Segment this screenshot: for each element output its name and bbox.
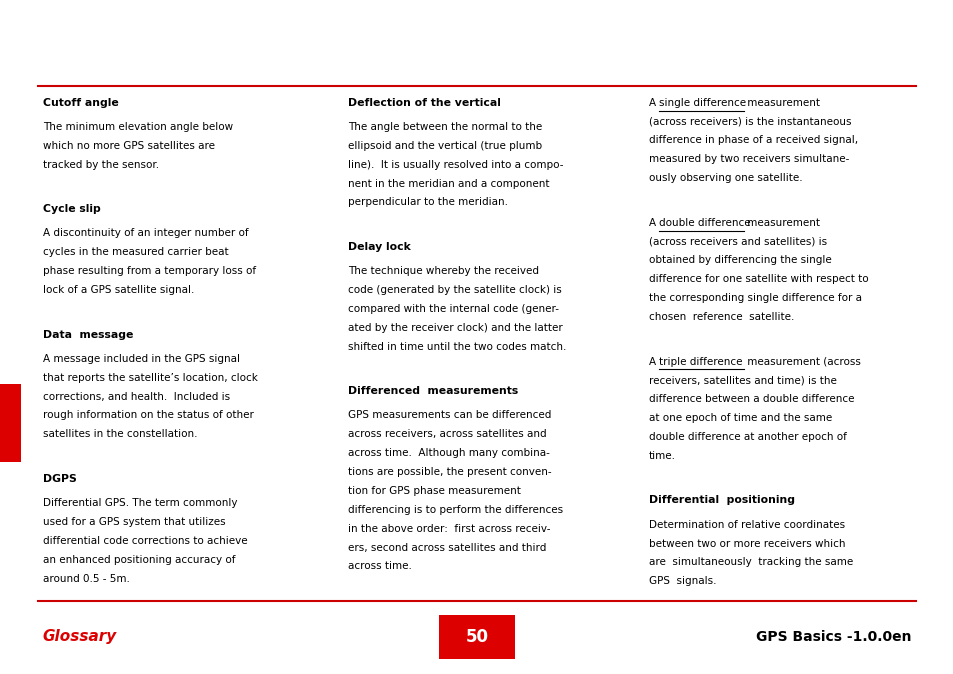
Text: phase resulting from a temporary loss of: phase resulting from a temporary loss of — [43, 266, 255, 276]
Text: A: A — [648, 218, 659, 228]
Text: ated by the receiver clock) and the latter: ated by the receiver clock) and the latt… — [348, 323, 562, 333]
Text: corrections, and health.  Included is: corrections, and health. Included is — [43, 392, 230, 402]
Text: satellites in the constellation.: satellites in the constellation. — [43, 429, 197, 439]
Text: GPS  signals.: GPS signals. — [648, 576, 716, 586]
Text: Differential GPS. The term commonly: Differential GPS. The term commonly — [43, 498, 237, 508]
Text: measurement: measurement — [743, 218, 819, 228]
Text: tions are possible, the present conven-: tions are possible, the present conven- — [348, 467, 551, 477]
Text: The technique whereby the received: The technique whereby the received — [348, 266, 538, 276]
Text: compared with the internal code (gener-: compared with the internal code (gener- — [348, 304, 558, 314]
Text: tion for GPS phase measurement: tion for GPS phase measurement — [348, 486, 520, 496]
Text: time.: time. — [648, 451, 675, 461]
Text: shifted in time until the two codes match.: shifted in time until the two codes matc… — [348, 342, 566, 352]
Text: A message included in the GPS signal: A message included in the GPS signal — [43, 354, 239, 364]
Text: differencing is to perform the differences: differencing is to perform the differenc… — [348, 505, 562, 515]
Text: nent in the meridian and a component: nent in the meridian and a component — [348, 179, 549, 189]
Text: Glossary: Glossary — [43, 630, 117, 644]
Text: cycles in the measured carrier beat: cycles in the measured carrier beat — [43, 247, 229, 257]
Text: double difference at another epoch of: double difference at another epoch of — [648, 432, 845, 442]
Text: difference for one satellite with respect to: difference for one satellite with respec… — [648, 274, 867, 284]
Text: difference in phase of a received signal,: difference in phase of a received signal… — [648, 135, 857, 146]
Text: DGPS: DGPS — [43, 474, 76, 484]
Text: receivers, satellites and time) is the: receivers, satellites and time) is the — [648, 375, 836, 386]
Text: around 0.5 - 5m.: around 0.5 - 5m. — [43, 574, 130, 584]
Text: difference between a double difference: difference between a double difference — [648, 394, 853, 404]
Text: (across receivers and satellites) is: (across receivers and satellites) is — [648, 237, 826, 247]
Text: Differenced  measurements: Differenced measurements — [348, 386, 517, 396]
Text: single difference: single difference — [658, 98, 745, 108]
Text: used for a GPS system that utilizes: used for a GPS system that utilizes — [43, 517, 225, 527]
Text: double difference: double difference — [658, 218, 750, 228]
Text: ers, second across satellites and third: ers, second across satellites and third — [348, 543, 546, 553]
Text: Differential  positioning: Differential positioning — [648, 495, 794, 506]
Text: tracked by the sensor.: tracked by the sensor. — [43, 160, 159, 170]
Text: A discontinuity of an integer number of: A discontinuity of an integer number of — [43, 228, 249, 239]
Text: that reports the satellite’s location, clock: that reports the satellite’s location, c… — [43, 373, 257, 383]
Text: Cycle slip: Cycle slip — [43, 204, 101, 214]
Text: obtained by differencing the single: obtained by differencing the single — [648, 255, 831, 266]
Text: GPS Basics -1.0.0en: GPS Basics -1.0.0en — [755, 630, 910, 644]
FancyBboxPatch shape — [438, 615, 515, 659]
Text: in the above order:  first across receiv-: in the above order: first across receiv- — [348, 524, 550, 534]
Text: which no more GPS satellites are: which no more GPS satellites are — [43, 141, 214, 151]
Text: The angle between the normal to the: The angle between the normal to the — [348, 122, 542, 132]
Text: code (generated by the satellite clock) is: code (generated by the satellite clock) … — [348, 285, 561, 295]
Text: across receivers, across satellites and: across receivers, across satellites and — [348, 429, 546, 439]
Text: an enhanced positioning accuracy of: an enhanced positioning accuracy of — [43, 555, 235, 565]
Text: Data  message: Data message — [43, 330, 133, 340]
Text: across time.  Although many combina-: across time. Although many combina- — [348, 448, 550, 458]
Text: the corresponding single difference for a: the corresponding single difference for … — [648, 293, 861, 303]
Text: Delay lock: Delay lock — [348, 242, 411, 252]
Text: measurement: measurement — [743, 98, 819, 108]
FancyBboxPatch shape — [0, 384, 21, 462]
Text: A: A — [648, 357, 659, 367]
Text: The minimum elevation angle below: The minimum elevation angle below — [43, 122, 233, 132]
Text: measured by two receivers simultane-: measured by two receivers simultane- — [648, 154, 848, 164]
Text: line).  It is usually resolved into a compo-: line). It is usually resolved into a com… — [348, 160, 563, 170]
Text: Determination of relative coordinates: Determination of relative coordinates — [648, 520, 844, 530]
Text: between two or more receivers which: between two or more receivers which — [648, 539, 844, 549]
Text: ellipsoid and the vertical (true plumb: ellipsoid and the vertical (true plumb — [348, 141, 541, 151]
Text: are  simultaneously  tracking the same: are simultaneously tracking the same — [648, 557, 852, 568]
Text: lock of a GPS satellite signal.: lock of a GPS satellite signal. — [43, 285, 194, 295]
Text: across time.: across time. — [348, 561, 412, 572]
Text: perpendicular to the meridian.: perpendicular to the meridian. — [348, 197, 508, 208]
Text: Cutoff angle: Cutoff angle — [43, 98, 118, 108]
Text: at one epoch of time and the same: at one epoch of time and the same — [648, 413, 831, 423]
Text: 50: 50 — [465, 628, 488, 646]
Text: Deflection of the vertical: Deflection of the vertical — [348, 98, 500, 108]
Text: ously observing one satellite.: ously observing one satellite. — [648, 173, 801, 183]
Text: A: A — [648, 98, 659, 108]
Text: rough information on the status of other: rough information on the status of other — [43, 410, 253, 421]
Text: chosen  reference  satellite.: chosen reference satellite. — [648, 312, 793, 322]
Text: triple difference: triple difference — [658, 357, 741, 367]
Text: GPS measurements can be differenced: GPS measurements can be differenced — [348, 410, 551, 421]
Text: differential code corrections to achieve: differential code corrections to achieve — [43, 536, 247, 546]
Text: (across receivers) is the instantaneous: (across receivers) is the instantaneous — [648, 117, 850, 127]
Text: measurement (across: measurement (across — [743, 357, 860, 367]
